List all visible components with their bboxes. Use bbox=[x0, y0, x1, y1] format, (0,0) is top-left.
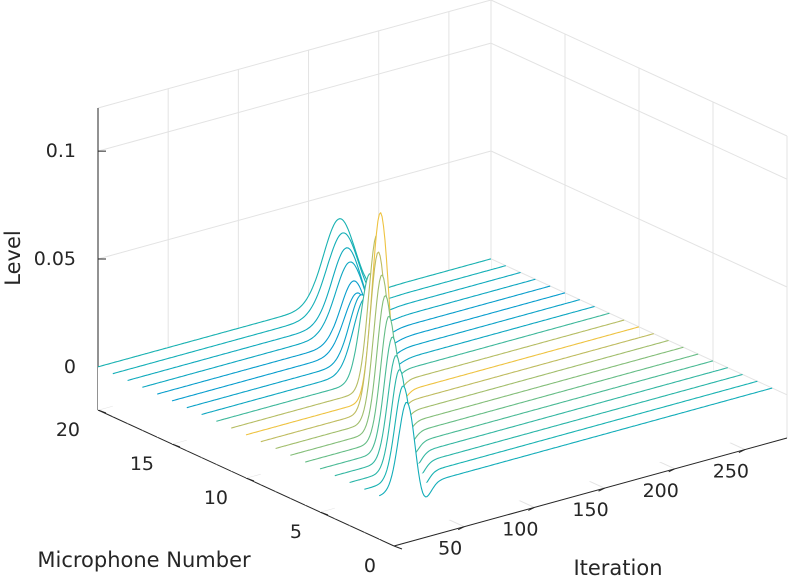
z-axis-label: Level bbox=[1, 230, 25, 285]
x-tick-label: 50 bbox=[438, 538, 462, 560]
grid-line bbox=[490, 258, 788, 396]
mic-trace-12 bbox=[216, 273, 610, 422]
x-tick-mark bbox=[528, 506, 535, 511]
mic-trace-1 bbox=[378, 387, 773, 498]
y-tick-mark bbox=[393, 545, 403, 550]
mic-trace-9 bbox=[260, 251, 654, 443]
z-tick-label: 0.1 bbox=[46, 140, 76, 162]
y-tick-label: 5 bbox=[290, 521, 302, 543]
x-tick-label: 250 bbox=[713, 461, 749, 483]
mic-trace-10 bbox=[245, 212, 640, 436]
y-tick-label: 15 bbox=[130, 453, 154, 475]
y-tick-label: 10 bbox=[204, 487, 228, 509]
y-axis-label: Microphone Number bbox=[37, 548, 251, 572]
mic-trace-19 bbox=[112, 232, 506, 375]
x-axis-label: Iteration bbox=[573, 556, 662, 579]
mic-trace-20 bbox=[97, 218, 492, 368]
x-axis-line bbox=[393, 437, 788, 547]
grid-line bbox=[490, 42, 788, 180]
x-tick-label: 150 bbox=[572, 499, 608, 521]
y-tick-mark bbox=[97, 409, 107, 414]
grid-line bbox=[490, 150, 788, 288]
y-tick-label: 0 bbox=[364, 555, 376, 577]
mic-trace-18 bbox=[127, 247, 521, 382]
x-tick-label: 200 bbox=[643, 480, 679, 502]
z-tick-label: 0.05 bbox=[34, 248, 76, 270]
z-tick-label: 0 bbox=[64, 356, 76, 378]
x-tick-mark bbox=[457, 526, 465, 531]
trace-mask bbox=[246, 212, 639, 478]
grid-line bbox=[97, 0, 492, 109]
y-tick-mark bbox=[171, 443, 181, 448]
x-tick-label: 100 bbox=[502, 518, 538, 540]
x-tick-mark bbox=[668, 468, 675, 473]
mic-trace-2 bbox=[364, 380, 758, 490]
x-tick-mark bbox=[598, 487, 605, 492]
y-tick-mark bbox=[319, 511, 329, 516]
grid-line bbox=[490, 0, 788, 137]
grid-line bbox=[97, 150, 492, 260]
grid-line bbox=[97, 42, 492, 152]
x-tick-mark bbox=[738, 449, 746, 454]
trace-mask bbox=[379, 388, 773, 540]
y-tick-mark bbox=[245, 477, 255, 482]
y-tick-label: 20 bbox=[56, 419, 80, 441]
mic-trace-11 bbox=[231, 234, 625, 429]
traces bbox=[97, 212, 773, 540]
